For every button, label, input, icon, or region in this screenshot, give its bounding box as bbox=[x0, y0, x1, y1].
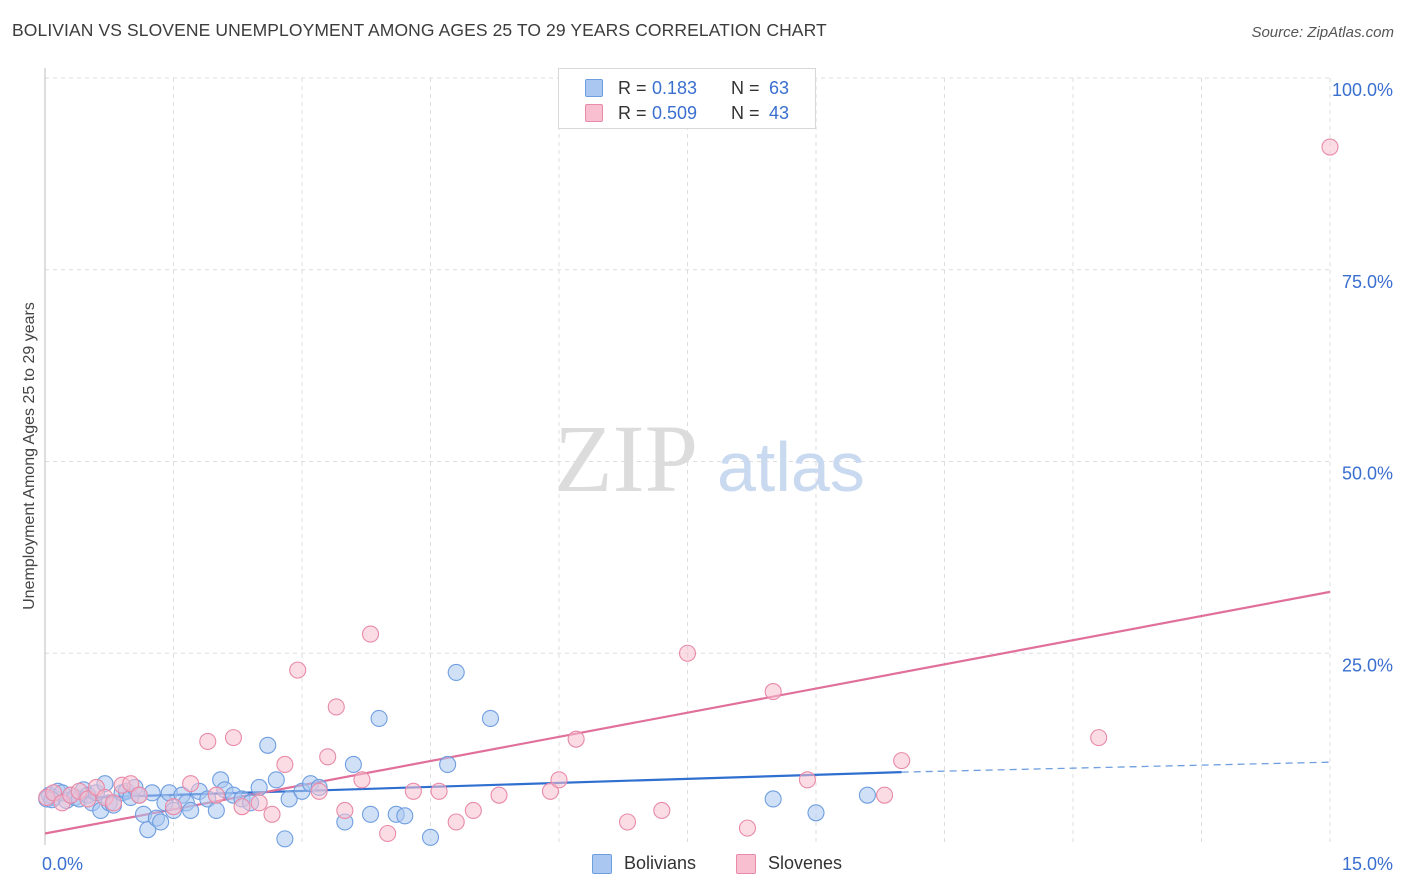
source-label: Source: ZipAtlas.com bbox=[1251, 24, 1394, 41]
data-point-slovenes bbox=[875, 786, 894, 804]
data-point-bolivians bbox=[370, 709, 388, 727]
x-tick-label: 15.0% bbox=[1342, 854, 1393, 874]
data-point-bolivians bbox=[421, 828, 440, 846]
data-point-slovenes bbox=[550, 771, 568, 789]
data-point-bolivians bbox=[481, 709, 500, 727]
data-point-slovenes bbox=[104, 794, 123, 812]
data-point-bolivians bbox=[280, 790, 298, 808]
data-point-bolivians bbox=[207, 801, 225, 820]
data-point-slovenes bbox=[1321, 138, 1339, 156]
data-point-slovenes bbox=[224, 729, 243, 747]
data-point-slovenes bbox=[464, 801, 482, 820]
data-point-slovenes bbox=[430, 782, 448, 800]
data-point-bolivians bbox=[139, 821, 157, 839]
watermark-atlas: atlas bbox=[717, 428, 865, 506]
data-point-slovenes bbox=[798, 771, 816, 789]
data-point-bolivians bbox=[152, 813, 170, 831]
legend-r-label: R = bbox=[618, 103, 647, 123]
y-tick-label: 50.0% bbox=[1342, 464, 1393, 484]
y-tick-label: 100.0% bbox=[1332, 80, 1393, 100]
bottom-legend-label: Slovenes bbox=[768, 853, 843, 873]
bottom-legend-swatch-slovenes bbox=[736, 854, 756, 874]
data-point-bolivians bbox=[259, 736, 277, 754]
data-point-slovenes bbox=[404, 782, 422, 800]
data-point-bolivians bbox=[344, 755, 362, 774]
data-point-slovenes bbox=[678, 644, 697, 662]
bottom-legend-swatch-bolivians bbox=[592, 854, 612, 874]
bottom-legend-label: Bolivians bbox=[624, 853, 697, 873]
x-tick-labels: 0.0% 15.0% bbox=[42, 854, 1393, 874]
data-point-bolivians bbox=[807, 804, 825, 822]
data-point-bolivians bbox=[276, 830, 294, 848]
data-point-slovenes bbox=[567, 730, 585, 748]
data-point-slovenes bbox=[447, 813, 465, 831]
data-point-slovenes bbox=[336, 801, 354, 820]
data-point-slovenes bbox=[764, 683, 782, 701]
data-point-slovenes bbox=[319, 748, 337, 766]
data-point-slovenes bbox=[353, 771, 371, 789]
data-point-bolivians bbox=[250, 778, 268, 797]
y-axis-label: Unemployment Among Ages 25 to 29 years bbox=[21, 302, 38, 610]
data-point-slovenes bbox=[653, 801, 671, 820]
legend-swatch-bolivians bbox=[585, 79, 603, 97]
data-point-slovenes bbox=[738, 819, 757, 837]
data-point-bolivians bbox=[764, 790, 782, 808]
data-point-bolivians bbox=[182, 801, 200, 820]
data-point-bolivians bbox=[447, 663, 465, 681]
data-point-bolivians bbox=[361, 805, 380, 823]
data-point-slovenes bbox=[182, 775, 200, 793]
chart-title: BOLIVIAN VS SLOVENE UNEMPLOYMENT AMONG A… bbox=[12, 20, 827, 40]
legend-n-label: N = bbox=[731, 78, 760, 98]
y-tick-labels: 25.0% 50.0% 75.0% 100.0% bbox=[1332, 80, 1393, 675]
data-point-slovenes bbox=[199, 732, 217, 751]
data-point-bolivians bbox=[396, 807, 414, 825]
data-point-bolivians bbox=[439, 755, 457, 774]
correlation-legend: R = 0.183 N = 63 R = 0.509 N = 43 bbox=[558, 68, 816, 129]
watermark: ZIP atlas bbox=[554, 405, 865, 512]
legend-n-value: 43 bbox=[769, 103, 790, 123]
y-tick-label: 75.0% bbox=[1342, 272, 1393, 292]
data-point-slovenes bbox=[122, 775, 140, 793]
legend-r-value: 0.183 bbox=[652, 78, 698, 98]
data-point-slovenes bbox=[263, 805, 281, 823]
y-tick-label: 25.0% bbox=[1342, 655, 1393, 675]
data-point-slovenes bbox=[490, 786, 508, 804]
data-point-slovenes bbox=[207, 786, 225, 804]
data-point-slovenes bbox=[618, 813, 637, 831]
legend-swatch-slovenes bbox=[585, 104, 603, 122]
data-point-slovenes bbox=[361, 625, 380, 643]
legend-n-value: 63 bbox=[769, 78, 790, 98]
watermark-zip: ZIP bbox=[554, 405, 698, 512]
trend-extension-bolivians bbox=[901, 761, 1331, 773]
data-point-slovenes bbox=[233, 798, 251, 816]
data-points bbox=[38, 138, 1339, 848]
data-point-bolivians bbox=[267, 771, 285, 789]
data-point-slovenes bbox=[289, 661, 307, 679]
data-point-slovenes bbox=[327, 698, 345, 716]
data-point-slovenes bbox=[379, 824, 397, 843]
data-point-slovenes bbox=[1090, 729, 1108, 747]
legend-n-label: N = bbox=[731, 103, 760, 123]
data-point-slovenes bbox=[893, 752, 911, 770]
x-tick-label: 0.0% bbox=[42, 854, 83, 874]
data-point-slovenes bbox=[130, 786, 148, 804]
data-point-slovenes bbox=[164, 798, 183, 816]
legend-r-value: 0.509 bbox=[652, 103, 698, 123]
legend-r-label: R = bbox=[618, 78, 647, 98]
data-point-bolivians bbox=[858, 786, 876, 804]
data-point-slovenes bbox=[250, 794, 268, 812]
data-point-slovenes bbox=[541, 782, 559, 800]
data-point-slovenes bbox=[79, 790, 97, 808]
data-point-slovenes bbox=[276, 755, 294, 774]
data-point-slovenes bbox=[310, 782, 328, 800]
